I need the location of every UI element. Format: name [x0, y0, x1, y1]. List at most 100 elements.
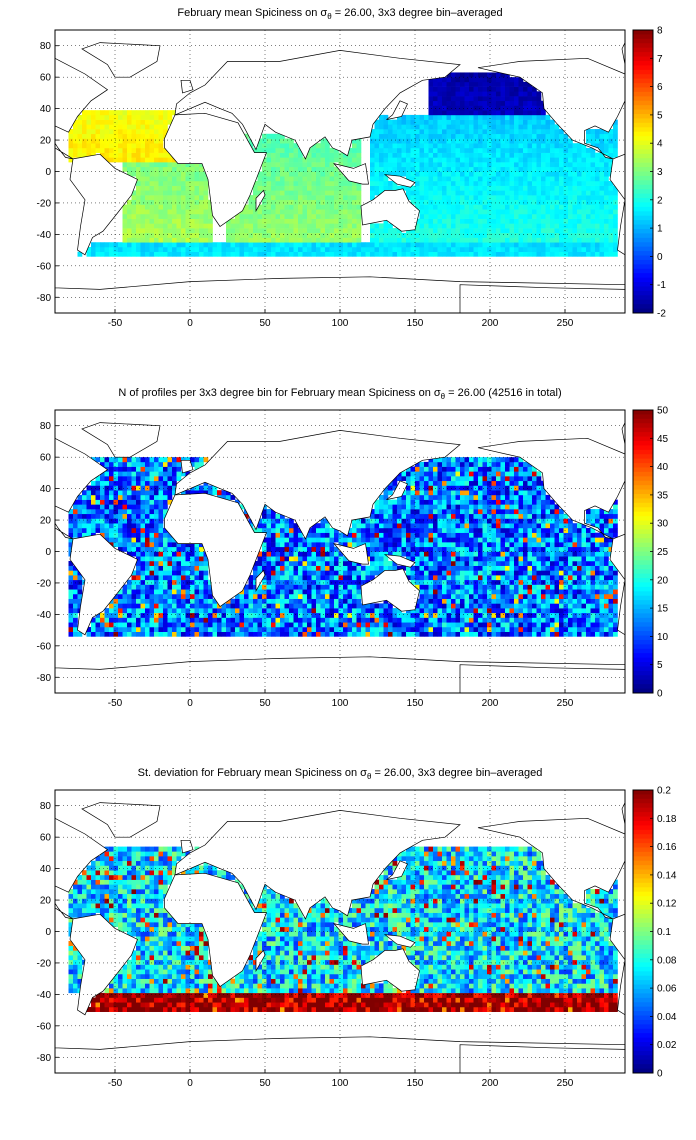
heatmap-cell: [140, 110, 146, 116]
heatmap-cell: [352, 138, 357, 144]
heatmap-cell: [608, 129, 614, 135]
heatmap-cell: [149, 504, 155, 510]
heatmap-cell: [325, 185, 330, 191]
heatmap-cell: [392, 532, 398, 538]
heatmap-cell: [325, 143, 330, 149]
heatmap-cell: [424, 223, 429, 229]
heatmap-cell: [320, 617, 326, 623]
heatmap-cell: [464, 199, 470, 205]
heatmap-cell: [145, 143, 150, 149]
heatmap-cell: [320, 246, 326, 252]
heatmap-cell: [280, 232, 285, 238]
heatmap-cell: [266, 612, 272, 618]
heatmap-cell: [109, 246, 114, 252]
heatmap-cell: [289, 143, 294, 149]
heatmap-cell: [559, 166, 564, 172]
heatmap-cell: [518, 204, 524, 210]
heatmap-cell: [536, 152, 542, 158]
heatmap-cell: [140, 584, 146, 590]
heatmap-cell: [464, 251, 470, 257]
heatmap-cell: [190, 551, 195, 557]
heatmap-cell: [181, 180, 186, 186]
heatmap-cell: [343, 242, 348, 248]
heatmap-cell: [442, 105, 447, 111]
heatmap-cell: [248, 617, 254, 623]
heatmap-cell: [113, 124, 119, 130]
heatmap-cell: [95, 242, 101, 248]
heatmap-cell: [221, 246, 227, 252]
heatmap-cell: [370, 560, 375, 566]
heatmap-cell: [604, 166, 609, 172]
heatmap-cell: [473, 166, 479, 172]
heatmap-cell: [361, 626, 366, 632]
heatmap-cell: [289, 209, 294, 215]
heatmap-cell: [599, 143, 605, 149]
heatmap-cell: [199, 180, 204, 186]
heatmap-cell: [509, 218, 515, 224]
heatmap-cell: [257, 560, 263, 566]
heatmap-cell: [199, 190, 204, 196]
heatmap-cell: [194, 608, 200, 614]
heatmap-cell: [149, 603, 155, 609]
heatmap-cell: [208, 579, 213, 585]
heatmap-cell: [604, 185, 609, 191]
heatmap-cell: [343, 195, 348, 201]
heatmap-cell: [145, 532, 150, 538]
heatmap-cell: [118, 133, 123, 139]
heatmap-cell: [77, 579, 83, 585]
heatmap-cell: [325, 603, 330, 609]
heatmap-cell: [473, 228, 479, 234]
heatmap-cell: [181, 218, 186, 224]
heatmap-cell: [113, 138, 119, 144]
heatmap-cell: [410, 133, 416, 139]
heatmap-cell: [343, 556, 348, 562]
heatmap-cell: [613, 251, 618, 257]
heatmap-cell: [149, 537, 155, 543]
heatmap-cell: [158, 513, 164, 519]
heatmap-cell: [613, 209, 618, 215]
heatmap-cell: [176, 176, 182, 182]
heatmap-cell: [410, 527, 416, 533]
colorbar-segment: [633, 273, 653, 279]
y-tick-label: 60: [40, 73, 52, 84]
heatmap-cell: [262, 209, 267, 215]
heatmap-cell: [347, 527, 353, 533]
heatmap-cell: [613, 152, 618, 158]
heatmap-cell: [230, 232, 236, 238]
heatmap-cell: [608, 185, 614, 191]
heatmap-cell: [131, 518, 137, 524]
heatmap-cell: [437, 237, 443, 243]
heatmap-cell: [176, 213, 182, 219]
heatmap-cell: [280, 195, 285, 201]
heatmap-cell: [289, 612, 294, 618]
heatmap-cell: [401, 532, 407, 538]
heatmap-cell: [415, 143, 420, 149]
heatmap-cell: [163, 195, 168, 201]
heatmap-cell: [149, 612, 155, 618]
heatmap-cell: [541, 129, 546, 135]
heatmap-cell: [428, 190, 434, 196]
heatmap-cell: [149, 232, 155, 238]
heatmap-cell: [284, 556, 290, 562]
heatmap-cell: [158, 457, 164, 463]
heatmap-cell: [145, 195, 150, 201]
heatmap-cell: [307, 199, 312, 205]
heatmap-cell: [275, 565, 281, 571]
heatmap-cell: [446, 180, 452, 186]
heatmap-cell: [118, 589, 123, 595]
heatmap-cell: [73, 570, 78, 576]
heatmap-cell: [613, 143, 618, 149]
heatmap-cell: [329, 626, 335, 632]
heatmap-cell: [149, 494, 155, 500]
heatmap-cell: [131, 575, 137, 581]
heatmap-cell: [127, 584, 132, 590]
heatmap-cell: [356, 185, 362, 191]
heatmap-cell: [469, 223, 474, 229]
heatmap-cell: [280, 622, 285, 628]
heatmap-cell: [559, 209, 564, 215]
heatmap-cell: [487, 100, 492, 106]
heatmap-cell: [388, 542, 393, 548]
heatmap-cell: [253, 598, 258, 604]
heatmap-cell: [140, 143, 146, 149]
heatmap-cell: [145, 631, 150, 637]
